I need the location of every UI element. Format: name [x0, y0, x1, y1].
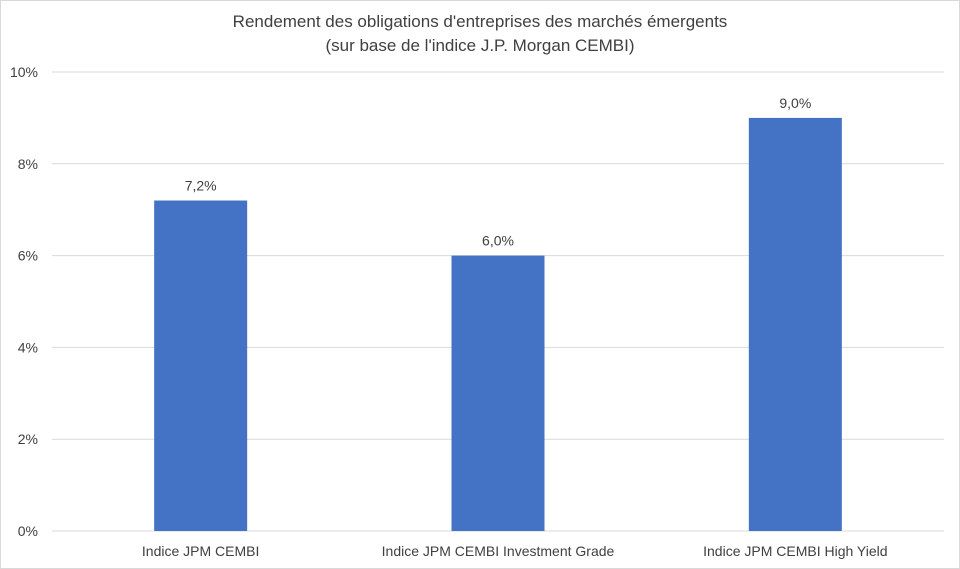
data-label: 6,0% [482, 233, 514, 249]
chart-subtitle: (sur base de l'indice J.P. Morgan CEMBI) [325, 36, 635, 55]
data-label: 7,2% [185, 178, 217, 194]
y-axis-tick-labels: 0% 2% 4% 6% 8% 10% [10, 64, 38, 539]
bar [748, 117, 842, 532]
x-category-label: Indice JPM CEMBI [142, 543, 259, 559]
data-label: 9,0% [779, 95, 811, 111]
chart-title: Rendement des obligations d'entreprises … [232, 12, 728, 31]
x-category-label: Indice JPM CEMBI High Yield [703, 543, 887, 559]
bar [451, 255, 545, 531]
y-tick-label: 4% [18, 339, 38, 355]
y-tick-label: 8% [18, 156, 38, 172]
y-tick-label: 6% [18, 248, 38, 264]
y-tick-label: 10% [10, 64, 38, 80]
x-axis-category-labels: Indice JPM CEMBI Indice JPM CEMBI Investm… [142, 543, 888, 559]
x-category-label: Indice JPM CEMBI Investment Grade [382, 543, 615, 559]
data-labels: 7,2% 6,0% 9,0% [185, 95, 812, 249]
bar [154, 200, 248, 531]
y-tick-label: 0% [18, 523, 38, 539]
bars [154, 117, 842, 532]
y-tick-label: 2% [18, 431, 38, 447]
